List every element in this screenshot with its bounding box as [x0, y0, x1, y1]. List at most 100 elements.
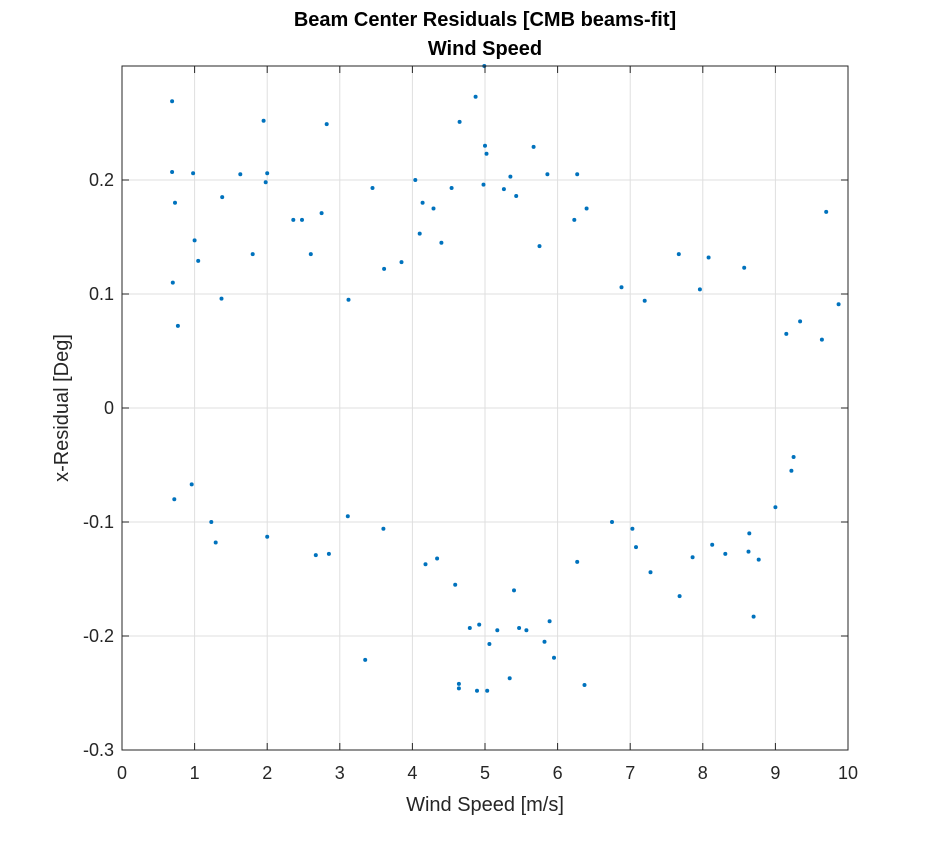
data-point	[238, 172, 243, 177]
y-tick-label: 0.1	[89, 284, 114, 304]
x-tick-label: 4	[407, 763, 417, 783]
data-point	[457, 119, 462, 124]
data-point	[677, 594, 682, 599]
data-point	[265, 534, 270, 539]
data-point	[250, 252, 255, 257]
data-point	[836, 302, 841, 307]
data-point	[485, 688, 490, 693]
data-point	[542, 639, 547, 644]
chart-subtitle: Wind Speed	[428, 38, 542, 60]
data-point	[308, 252, 313, 257]
data-point	[291, 217, 296, 222]
x-tick-label: 8	[698, 763, 708, 783]
data-point	[512, 588, 516, 593]
data-point	[313, 553, 318, 558]
data-point	[706, 255, 711, 260]
data-point	[552, 655, 556, 660]
data-point	[326, 551, 331, 556]
data-point	[545, 172, 550, 177]
data-points	[170, 64, 841, 693]
data-point	[575, 559, 580, 564]
data-point	[789, 468, 794, 473]
data-point	[346, 297, 351, 302]
y-axis-label: x-Residual [Deg]	[51, 334, 73, 482]
data-point	[382, 266, 387, 271]
grid	[122, 66, 848, 750]
data-point	[213, 540, 218, 545]
data-point	[263, 180, 268, 185]
y-tick-label: -0.2	[83, 626, 114, 646]
data-point	[170, 280, 175, 285]
data-point	[537, 244, 542, 249]
y-tick-label: -0.1	[83, 512, 114, 532]
data-point	[449, 186, 454, 190]
data-point	[747, 531, 752, 536]
y-tick-label: 0.2	[89, 170, 114, 190]
data-point	[648, 570, 653, 575]
data-point	[173, 200, 177, 205]
data-point	[345, 514, 350, 519]
y-tick-label: 0	[104, 398, 114, 418]
data-point	[300, 217, 304, 222]
data-point	[473, 94, 478, 99]
x-tick-label: 9	[770, 763, 780, 783]
data-point	[508, 174, 513, 179]
y-tick-label: -0.3	[83, 740, 114, 760]
data-point	[572, 217, 577, 222]
data-point	[630, 526, 635, 531]
data-point	[172, 497, 177, 502]
data-point	[547, 619, 552, 624]
data-point	[487, 642, 492, 646]
data-point	[370, 186, 375, 190]
x-axis-label: Wind Speed [m/s]	[406, 794, 564, 816]
data-point	[619, 285, 624, 290]
data-point	[819, 337, 824, 342]
data-point	[507, 676, 512, 681]
data-point	[575, 172, 580, 177]
chart-title: Beam Center Residuals [CMB beams-fit]	[294, 9, 676, 31]
data-point	[610, 520, 614, 524]
data-point	[467, 626, 472, 630]
data-point	[319, 211, 324, 216]
data-point	[584, 206, 589, 211]
data-point	[435, 556, 440, 561]
x-tick-label: 5	[480, 763, 490, 783]
data-point	[261, 118, 266, 123]
data-point	[417, 231, 422, 236]
data-point	[483, 143, 487, 148]
data-point	[413, 178, 418, 182]
data-point	[456, 681, 461, 686]
data-point	[363, 657, 368, 662]
x-tick-label: 3	[335, 763, 345, 783]
data-point	[798, 319, 803, 324]
data-point	[756, 557, 761, 562]
data-point	[475, 688, 479, 693]
data-point	[524, 628, 529, 633]
data-point	[582, 683, 587, 687]
data-point	[456, 686, 461, 691]
data-point	[439, 240, 444, 245]
data-point	[324, 122, 329, 127]
data-point	[676, 252, 681, 257]
data-point	[495, 628, 500, 633]
data-point	[710, 542, 715, 547]
data-point	[170, 170, 175, 174]
data-point	[481, 182, 486, 187]
data-point	[477, 622, 482, 627]
data-point	[824, 209, 829, 214]
data-point	[751, 614, 756, 619]
data-point	[453, 582, 458, 587]
data-point	[431, 206, 436, 211]
data-point	[219, 296, 224, 301]
x-tick-label: 1	[190, 763, 200, 783]
data-point	[784, 331, 789, 336]
data-point	[189, 482, 194, 487]
data-point	[192, 238, 197, 243]
data-point	[220, 195, 225, 200]
data-point	[773, 505, 778, 510]
data-point	[531, 144, 536, 149]
data-point	[501, 187, 506, 192]
x-tick-label: 10	[838, 763, 858, 783]
x-tick-label: 6	[553, 763, 563, 783]
